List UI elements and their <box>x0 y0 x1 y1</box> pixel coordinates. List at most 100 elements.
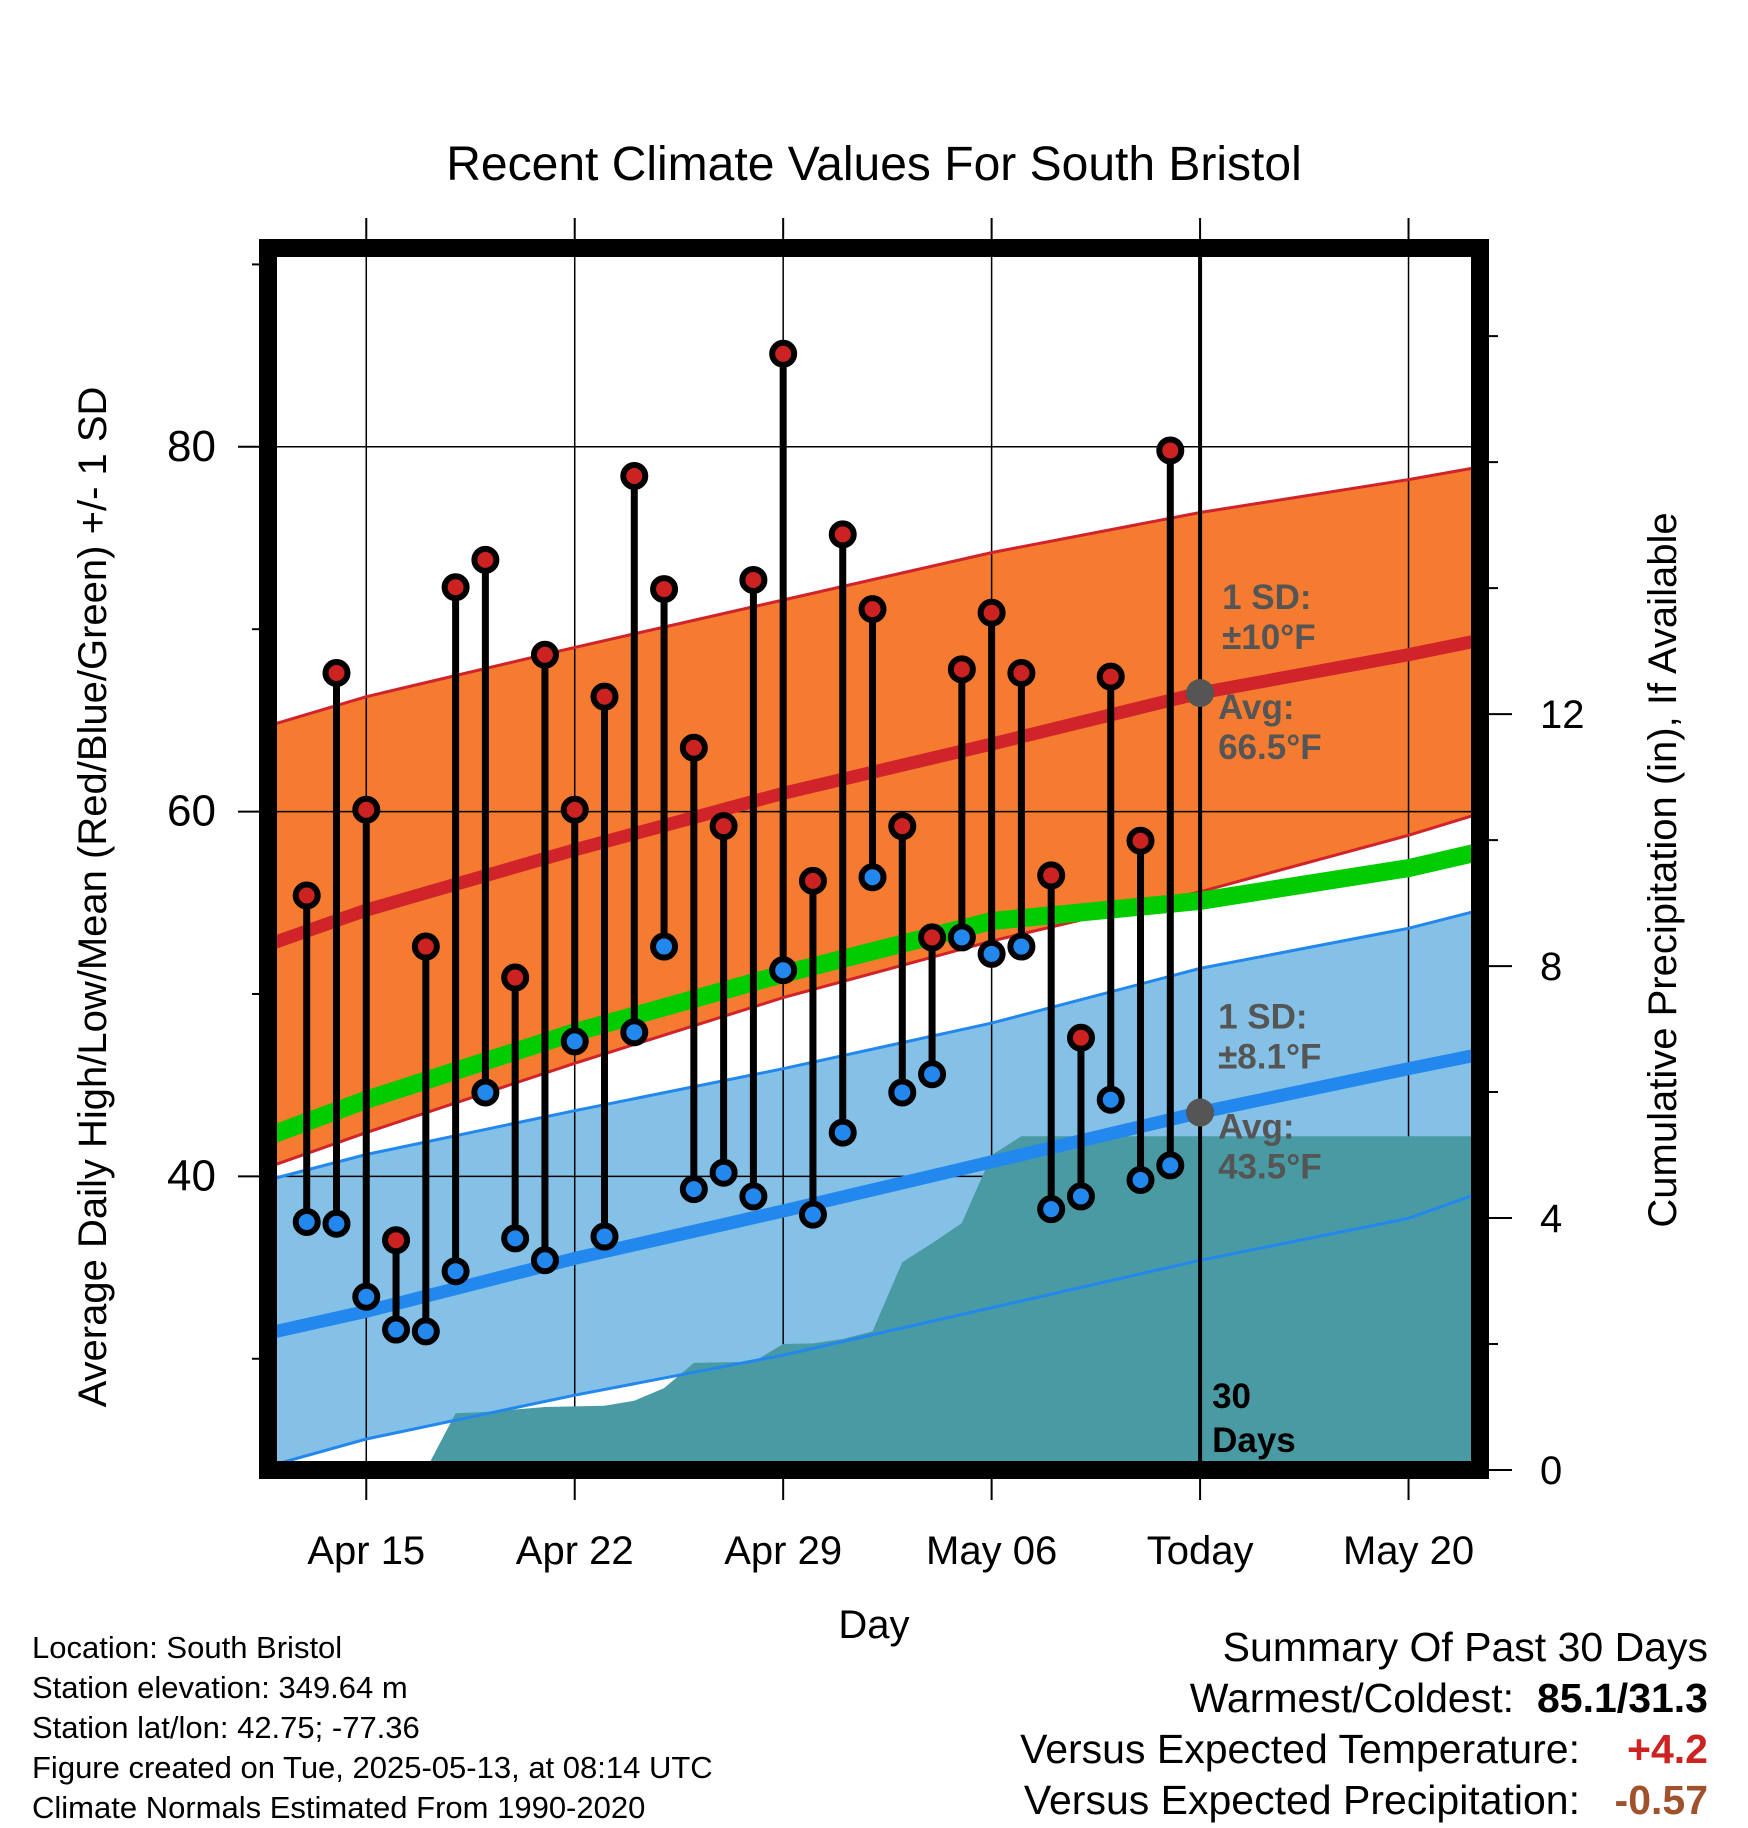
daily-high-point <box>828 520 857 549</box>
daily-low-point <box>1037 1195 1066 1224</box>
x-tick-label: Today <box>1147 1529 1254 1573</box>
daily-high-point <box>441 573 470 602</box>
daily-high-point <box>560 795 589 824</box>
daily-low-point <box>977 939 1006 968</box>
daily-high-point <box>947 655 976 684</box>
low-avg-value: 43.5°F <box>1218 1148 1322 1187</box>
chart-title: Recent Climate Values For South Bristol <box>446 138 1301 191</box>
precip-vs-expected-value: -0.57 <box>1614 1777 1708 1823</box>
daily-high-point <box>888 812 917 841</box>
daily-low-point <box>888 1078 917 1107</box>
daily-low-point <box>798 1200 827 1229</box>
summary-title: Summary Of Past 30 Days <box>1222 1624 1708 1670</box>
daily-low-point <box>1096 1085 1125 1114</box>
daily-high-point <box>352 795 381 824</box>
plot-frame <box>259 239 1489 1479</box>
temp-vs-expected-value: +4.2 <box>1627 1726 1708 1772</box>
daily-low-point <box>679 1175 708 1204</box>
location-text: Location: South Bristol <box>32 1630 343 1665</box>
daily-low-point <box>1156 1151 1185 1180</box>
daily-high-point <box>739 565 768 594</box>
period-number: 30 <box>1212 1377 1251 1416</box>
daily-low-point <box>1066 1182 1095 1211</box>
daily-low-point <box>530 1246 559 1275</box>
y2-tick-label: 0 <box>1540 1449 1562 1493</box>
daily-high-point <box>650 575 679 604</box>
daily-low-point <box>709 1158 738 1187</box>
daily-high-point <box>382 1226 411 1255</box>
x-tick-label: May 06 <box>926 1529 1057 1573</box>
y2-tick-label: 12 <box>1540 693 1585 737</box>
daily-high-point <box>1096 662 1125 691</box>
x-tick-label: Apr 29 <box>724 1529 842 1573</box>
low-mean-line <box>266 1047 1482 1340</box>
daily-high-point <box>1037 861 1066 890</box>
mean-line <box>264 842 1483 1145</box>
daily-high-point <box>501 963 530 992</box>
warmest-coldest-value: 85.1/31.3 <box>1537 1675 1708 1721</box>
high-avg-label: Avg: <box>1218 688 1294 727</box>
daily-low-point <box>411 1317 440 1346</box>
daily-high-point <box>530 640 559 669</box>
daily-high-point <box>769 339 798 368</box>
daily-low-point <box>858 863 887 892</box>
daily-high-point <box>590 682 619 711</box>
daily-low-point <box>560 1027 589 1056</box>
low-sd-label: 1 SD: <box>1218 998 1307 1037</box>
created-text: Figure created on Tue, 2025-05-13, at 08… <box>32 1750 713 1785</box>
low-upper-line <box>267 908 1481 1182</box>
x-axis-label: Day <box>838 1603 909 1647</box>
daily-high-point <box>322 658 351 687</box>
daily-low-point <box>322 1209 351 1238</box>
daily-low-point <box>739 1182 768 1211</box>
daily-high-point <box>1066 1023 1095 1052</box>
daily-low-point <box>292 1207 321 1236</box>
warmest-coldest-label: Warmest/Coldest: <box>1189 1675 1514 1721</box>
high-avg-marker <box>1186 679 1215 708</box>
x-tick-label: Apr 22 <box>516 1529 634 1573</box>
daily-low-point <box>352 1282 381 1311</box>
daily-high-point <box>798 866 827 895</box>
station-info: Location: South Bristol Station elevatio… <box>32 1628 713 1828</box>
warmest-coldest-row: Warmest/Coldest: 85.1/31.3 <box>1020 1673 1708 1724</box>
low-avg-marker <box>1186 1098 1215 1127</box>
daily-low-point <box>650 932 679 961</box>
daily-high-point <box>709 812 738 841</box>
low-sd-value: ±8.1°F <box>1218 1038 1321 1077</box>
daily-low-point <box>441 1257 470 1286</box>
daily-low-point <box>1126 1166 1155 1195</box>
period-unit: Days <box>1212 1421 1296 1460</box>
high-sd-value: ±10°F <box>1222 618 1316 657</box>
y-tick-label: 80 <box>167 422 216 471</box>
summary-panel: Summary Of Past 30 Days Warmest/Coldest:… <box>1020 1622 1708 1826</box>
y2-axis-label: Cumulative Precipitation (in), If Availa… <box>1641 512 1685 1227</box>
daily-high-point <box>679 733 708 762</box>
daily-low-point <box>918 1060 947 1089</box>
daily-low-point <box>1007 932 1036 961</box>
daily-low-point <box>769 956 798 985</box>
y2-tick-label: 4 <box>1540 1197 1562 1241</box>
high-avg-value: 66.5°F <box>1218 728 1322 767</box>
daily-high-point <box>1007 658 1036 687</box>
temp-vs-expected-label: Versus Expected Temperature: <box>1020 1726 1580 1772</box>
latlon-text: Station lat/lon: 42.75; -77.36 <box>32 1710 420 1745</box>
daily-low-point <box>828 1118 857 1147</box>
daily-high-point <box>411 932 440 961</box>
daily-low-point <box>947 923 976 952</box>
precip-vs-expected-row: Versus Expected Precipitation: -0.57 <box>1020 1775 1708 1826</box>
daily-low-point <box>590 1222 619 1251</box>
daily-low-point <box>620 1018 649 1047</box>
daily-high-point <box>918 923 947 952</box>
x-tick-label: Apr 15 <box>307 1529 425 1573</box>
y-tick-label: 60 <box>167 787 216 836</box>
precip-area <box>268 1136 1480 1470</box>
daily-high-point <box>620 461 649 490</box>
y2-tick-label: 8 <box>1540 945 1562 989</box>
daily-high-point <box>858 595 887 624</box>
daily-high-point <box>471 545 500 574</box>
low-lower-line <box>267 1191 1481 1468</box>
normals-text: Climate Normals Estimated From 1990-2020 <box>32 1790 646 1825</box>
daily-high-point <box>1126 826 1155 855</box>
high-sd-label: 1 SD: <box>1222 578 1311 617</box>
